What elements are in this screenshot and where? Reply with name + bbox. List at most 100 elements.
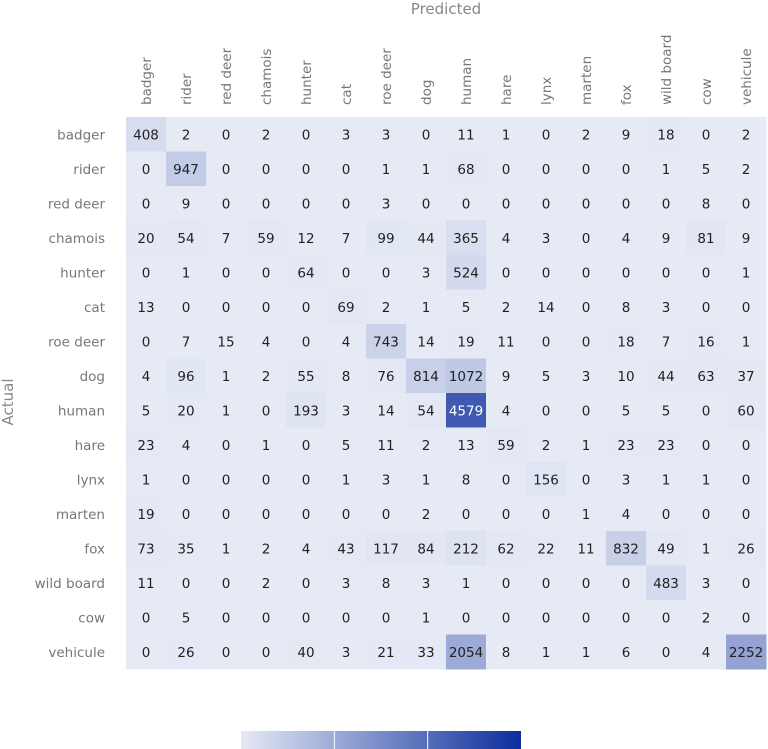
heatmap-cell — [126, 496, 167, 532]
heatmap-cell — [606, 255, 647, 290]
cell-value: 0 — [702, 300, 711, 316]
heatmap-cell — [446, 151, 487, 187]
heatmap-cell — [606, 324, 647, 359]
heatmap-cell — [246, 220, 287, 256]
heatmap-cell — [166, 393, 207, 428]
cell-value: 2054 — [449, 645, 483, 661]
cell-value: 0 — [502, 576, 511, 592]
cell-value: 0 — [262, 300, 271, 316]
cell-value: 20 — [137, 231, 154, 247]
heatmap-cell — [446, 634, 487, 670]
cell-value: 11 — [577, 541, 594, 557]
heatmap-cell — [246, 358, 287, 394]
cell-value: 0 — [342, 507, 351, 523]
cell-value: 4 — [702, 645, 711, 661]
y-tick-label: dog — [80, 369, 105, 385]
cell-value: 2 — [422, 438, 431, 454]
heatmap-cell — [646, 565, 687, 601]
cell-value: 0 — [502, 507, 511, 523]
cell-value: 23 — [657, 438, 674, 454]
cell-value: 40 — [297, 645, 314, 661]
cell-value: 0 — [462, 507, 471, 523]
cell-value: 96 — [177, 369, 194, 385]
heatmap-cell — [726, 565, 767, 601]
heatmap-cell — [686, 117, 727, 152]
cell-value: 23 — [617, 438, 634, 454]
heatmap-cell — [566, 427, 607, 463]
heatmap-cell — [606, 358, 647, 394]
heatmap-cell — [326, 393, 367, 428]
cell-value: 3 — [622, 472, 631, 488]
y-tick-label: wild board — [35, 576, 105, 592]
heatmap-cell — [566, 462, 607, 497]
heatmap-cell — [446, 186, 487, 221]
heatmap-cell — [286, 462, 327, 497]
cell-value: 1 — [702, 472, 711, 488]
cell-value: 0 — [262, 196, 271, 212]
heatmap-cell — [286, 151, 327, 187]
heatmap-cell — [286, 220, 327, 256]
heatmap-cell — [446, 531, 487, 566]
heatmap-cell — [526, 565, 567, 601]
heatmap-cell — [126, 531, 167, 566]
cell-value: 2 — [262, 576, 271, 592]
heatmap-cell — [246, 427, 287, 463]
cell-value: 10 — [617, 369, 634, 385]
heatmap-cell — [686, 427, 727, 463]
heatmap-cell — [326, 117, 367, 152]
cell-value: 9 — [662, 231, 671, 247]
cell-value: 1 — [222, 403, 231, 419]
cell-value: 33 — [417, 645, 434, 661]
heatmap-cell — [366, 600, 407, 635]
cell-value: 0 — [582, 300, 591, 316]
y-tick-label: rider — [73, 162, 105, 178]
heatmap-cell — [326, 220, 367, 256]
cell-value: 0 — [702, 438, 711, 454]
cell-value: 3 — [382, 127, 391, 143]
heatmap-cell — [406, 289, 447, 325]
cell-value: 0 — [742, 472, 751, 488]
y-tick-label: hunter — [60, 265, 105, 281]
cell-value: 62 — [497, 541, 514, 557]
heatmap-cell — [646, 220, 687, 256]
cell-value: 0 — [262, 645, 271, 661]
heatmap-cell — [326, 634, 367, 670]
cell-value: 1 — [702, 541, 711, 557]
heatmap-cell — [166, 496, 207, 532]
heatmap-cell — [446, 600, 487, 635]
cell-value: 0 — [662, 265, 671, 281]
cell-value: 81 — [697, 231, 714, 247]
cell-value: 5 — [702, 162, 711, 178]
heatmap-cell — [486, 496, 527, 532]
heatmap-cell — [726, 393, 767, 428]
y-tick-label: human — [58, 403, 105, 419]
cell-value: 0 — [582, 576, 591, 592]
heatmap-cell — [606, 117, 647, 152]
heatmap-cell — [246, 151, 287, 187]
heatmap-cell — [206, 427, 247, 463]
heatmap-cell — [126, 358, 167, 394]
cell-value: 7 — [342, 231, 351, 247]
heatmap-cell — [686, 255, 727, 290]
cell-value: 0 — [142, 610, 151, 626]
heatmap-cell — [646, 117, 687, 152]
heatmap-cell — [246, 531, 287, 566]
heatmap-cell — [366, 220, 407, 256]
cell-value: 84 — [417, 541, 434, 557]
heatmap-cell — [686, 634, 727, 670]
x-tick-label: wild board — [659, 35, 675, 105]
heatmap-cell — [606, 151, 647, 187]
cell-value: 2 — [422, 507, 431, 523]
cell-value: 0 — [222, 438, 231, 454]
heatmap-cell — [406, 531, 447, 566]
cell-value: 0 — [302, 576, 311, 592]
cell-value: 4 — [502, 231, 511, 247]
y-tick-label: roe deer — [48, 334, 105, 350]
cell-value: 11 — [457, 127, 474, 143]
heatmap-cell — [566, 358, 607, 394]
cell-value: 73 — [137, 541, 154, 557]
cell-value: 0 — [142, 265, 151, 281]
heatmap-cell — [246, 600, 287, 635]
cell-value: 59 — [257, 231, 274, 247]
